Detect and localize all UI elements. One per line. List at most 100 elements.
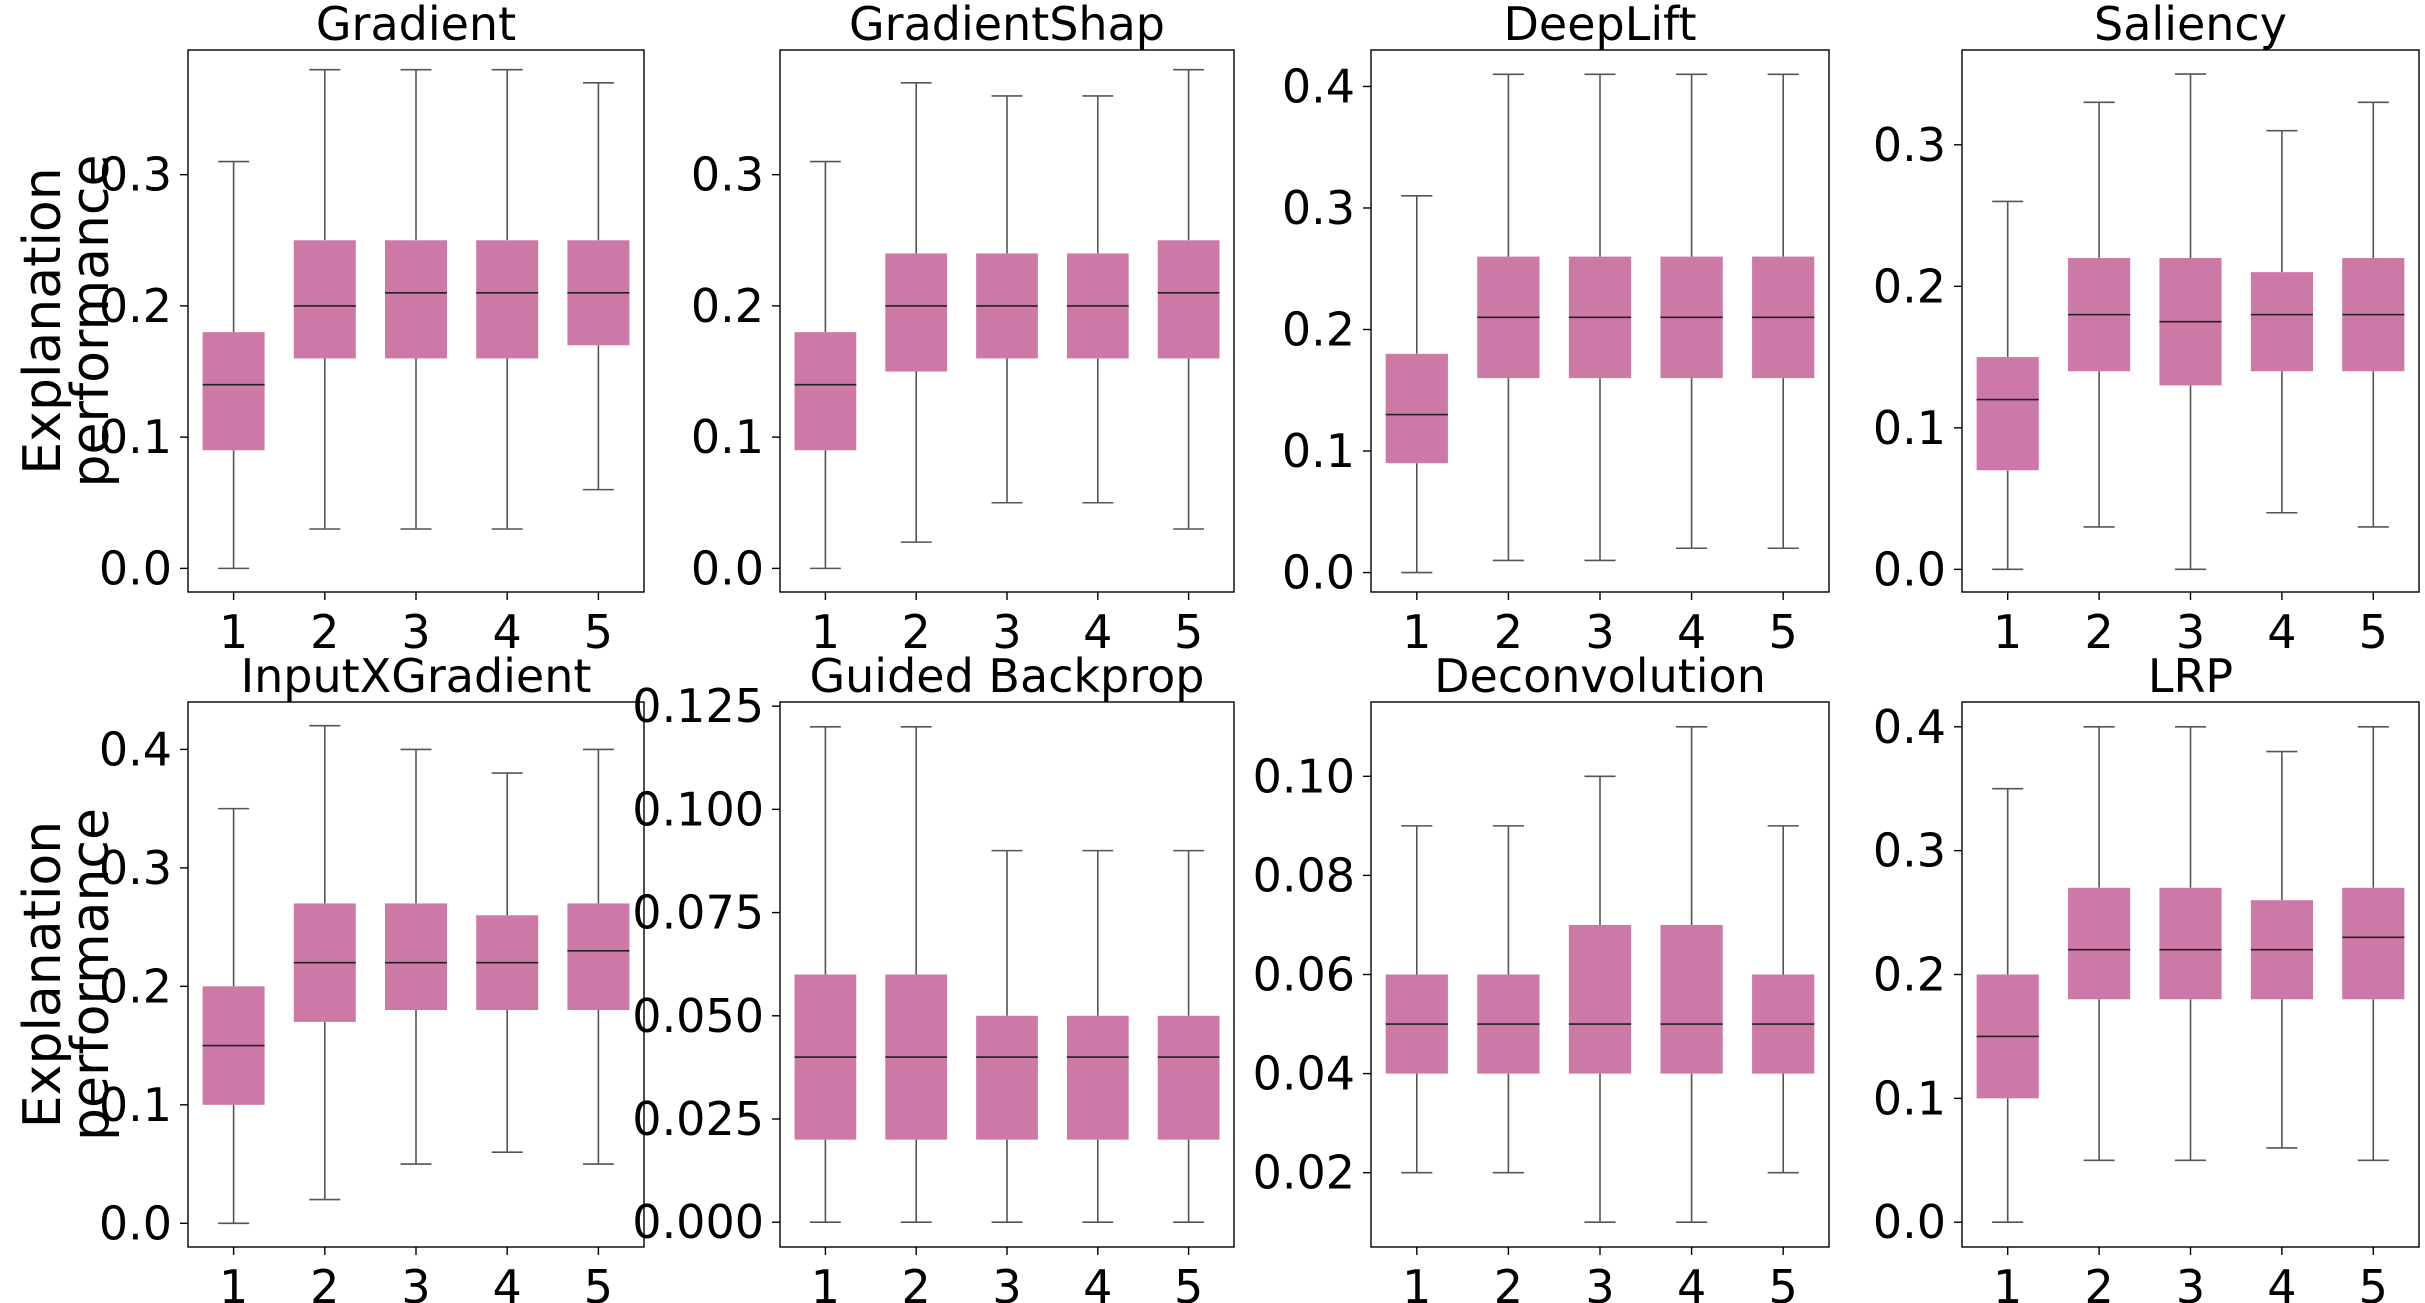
y-tick-label: 0.000 (632, 1195, 764, 1249)
panel-4: 0.0 0.1 0.2 0.3 1 2 3 4 5 Saliency (1873, 0, 2420, 659)
box-3 (2159, 725, 2222, 1162)
x-tick-label: 5 (584, 605, 613, 659)
box-2 (293, 724, 356, 1201)
x-tick-label: 2 (1494, 605, 1523, 659)
y-tick-label: 0.1 (1873, 1071, 1946, 1125)
panel-title: Deconvolution (1434, 649, 1766, 703)
y-tick-label: 0.1 (99, 1078, 172, 1132)
y-axis-label-line: performance (61, 154, 121, 487)
box-2 (2068, 101, 2131, 528)
box-1 (202, 160, 265, 570)
box-body (1660, 924, 1723, 1074)
y-tick-label: 0.2 (691, 279, 764, 333)
x-tick-label: 2 (2084, 1260, 2113, 1303)
x-tick-label: 4 (1677, 605, 1706, 659)
box-2 (2068, 725, 2131, 1162)
y-tick-label: 0.0 (1873, 542, 1946, 596)
box-5 (2342, 101, 2405, 528)
y-tick-label: 0.3 (691, 148, 764, 202)
box-2 (1477, 73, 1540, 562)
y-tick-label: 0.025 (632, 1092, 764, 1146)
y-axis-label-line: Explanation (13, 167, 73, 474)
y-tick-label: 0.2 (1873, 259, 1946, 313)
x-tick-label: 3 (2176, 1260, 2205, 1303)
x-tick-label: 3 (1585, 605, 1614, 659)
y-axis-label-line: performance (61, 808, 121, 1141)
x-tick-label: 4 (2267, 1260, 2296, 1303)
x-tick-label: 5 (2359, 605, 2388, 659)
box-body (2250, 272, 2313, 372)
panel-title: Guided Backprop (809, 649, 1204, 703)
x-tick-label: 1 (219, 605, 248, 659)
y-tick-label: 0.2 (1282, 303, 1355, 357)
x-tick-label: 2 (2084, 605, 2113, 659)
box-4 (2250, 129, 2313, 514)
box-body (794, 332, 857, 451)
y-tick-label: 0.0 (1282, 546, 1355, 600)
box-body (2342, 887, 2405, 1000)
x-tick-label: 4 (1083, 1260, 1112, 1303)
box-4 (1066, 849, 1129, 1224)
x-tick-label: 1 (219, 1260, 248, 1303)
box-body (1157, 1015, 1220, 1140)
x-tick-label: 2 (310, 605, 339, 659)
box-body (293, 240, 356, 359)
y-tick-label: 0.0 (1873, 1195, 1946, 1249)
x-tick-label: 3 (2176, 605, 2205, 659)
box-1 (794, 725, 857, 1224)
y-tick-label: 0.075 (632, 886, 764, 940)
box-4 (1066, 95, 1129, 504)
box-body (202, 332, 265, 451)
panel-7: 0.02 0.04 0.06 0.08 0.10 1 2 3 4 5 Deconvolution (1253, 649, 1830, 1303)
y-tick-label: 0.2 (99, 279, 172, 333)
box-4 (476, 68, 539, 530)
y-tick-label: 0.4 (1873, 700, 1946, 754)
x-tick-label: 3 (401, 605, 430, 659)
x-tick-label: 4 (493, 605, 522, 659)
y-tick-label: 0.2 (99, 959, 172, 1013)
y-tick-label: 0.4 (1282, 59, 1355, 113)
box-5 (1157, 849, 1220, 1224)
box-5 (567, 82, 630, 491)
box-body (384, 903, 448, 1011)
x-tick-label: 1 (1402, 605, 1431, 659)
box-4 (1660, 725, 1723, 1224)
box-body (976, 1015, 1038, 1140)
x-tick-label: 4 (1083, 605, 1112, 659)
y-tick-label: 0.1 (1282, 424, 1355, 478)
panel-3: 0.0 0.1 0.2 0.3 0.4 1 2 3 4 5 DeepLift (1282, 0, 1830, 659)
box-3 (1568, 73, 1632, 562)
box-4 (1660, 73, 1723, 550)
y-tick-label: 0.0 (691, 541, 764, 595)
x-tick-label: 3 (992, 605, 1021, 659)
box-body (1066, 1015, 1129, 1140)
y-axis-label: Explanationperformance (13, 808, 121, 1141)
panel-title: InputXGradient (241, 649, 592, 703)
x-tick-label: 1 (1993, 1260, 2022, 1303)
x-tick-label: 4 (2267, 605, 2296, 659)
y-axis-label: Explanationperformance (13, 154, 121, 487)
x-tick-label: 1 (811, 1260, 840, 1303)
panel-title: LRP (2148, 649, 2233, 703)
y-tick-label: 0.10 (1253, 749, 1355, 803)
x-tick-label: 4 (1677, 1260, 1706, 1303)
box-4 (476, 772, 539, 1154)
box-body (1568, 924, 1632, 1074)
box-body (567, 903, 630, 1011)
box-2 (293, 68, 356, 530)
x-tick-label: 3 (1585, 1260, 1614, 1303)
x-tick-label: 3 (401, 1260, 430, 1303)
box-1 (1385, 825, 1448, 1174)
box-2 (885, 725, 948, 1224)
box-1 (1976, 200, 2039, 571)
x-tick-label: 2 (902, 1260, 931, 1303)
panel-title: DeepLift (1503, 0, 1696, 51)
box-3 (976, 95, 1038, 504)
y-tick-label: 0.0 (99, 541, 172, 595)
y-tick-label: 0.4 (99, 722, 172, 776)
x-tick-label: 2 (1494, 1260, 1523, 1303)
box-body (476, 240, 539, 359)
box-body (1157, 240, 1220, 359)
x-tick-label: 4 (493, 1260, 522, 1303)
box-4 (2250, 750, 2313, 1149)
